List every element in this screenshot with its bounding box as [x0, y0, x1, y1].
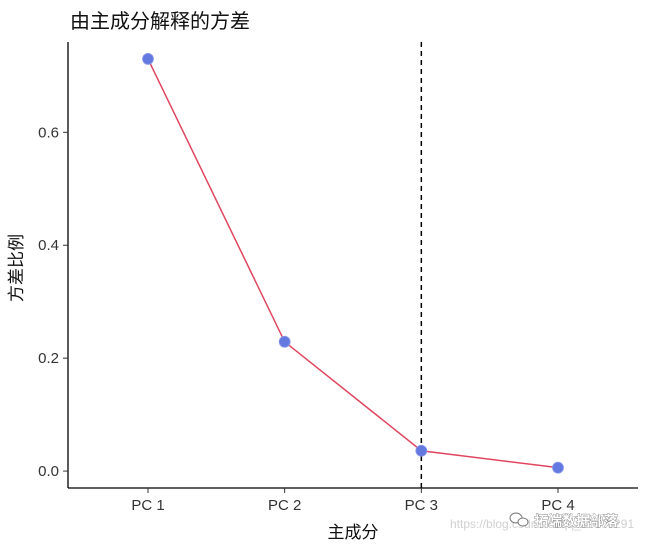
y-tick-label: 0.6 [38, 124, 59, 141]
data-point [142, 53, 154, 65]
x-tick-label: PC 3 [405, 497, 438, 514]
y-tick-label: 0.0 [38, 463, 59, 480]
watermark-url: https://blog.csdn.net/qq_19600291 [450, 517, 634, 531]
x-tick-label: PC 2 [268, 497, 301, 514]
y-tick-label: 0.4 [38, 237, 59, 254]
watermark: https://blog.csdn.net/qq_19600291 拓端数据部落 [450, 512, 634, 531]
chart-title: 由主成分解释的方差 [70, 9, 250, 33]
wechat-icon [509, 512, 529, 527]
data-point [278, 335, 291, 348]
plot-area: 0.0 0.2 0.4 0.6 PC 1 PC 2 PC 3 PC 4 [38, 42, 638, 514]
y-tick-label: 0.2 [38, 350, 59, 367]
data-point [552, 461, 564, 474]
x-tick-label: PC 1 [131, 497, 164, 514]
watermark-brand: 拓端数据部落 [534, 513, 619, 530]
data-point [415, 444, 428, 457]
series-line [147, 58, 559, 469]
x-axis-title: 主成分 [328, 523, 379, 543]
x-tick-label: PC 4 [541, 497, 574, 514]
y-axis-title: 方差比例 [7, 234, 27, 302]
